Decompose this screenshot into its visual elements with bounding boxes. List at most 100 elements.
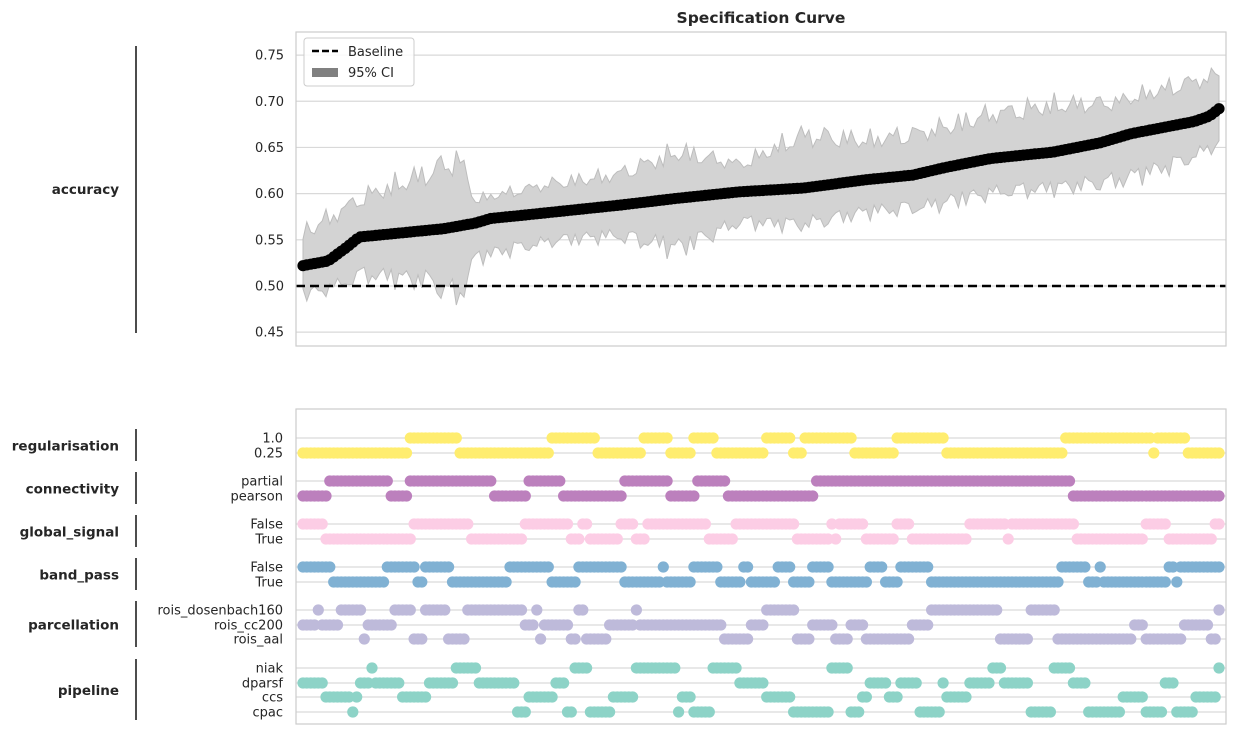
global_signal-indicator-dot	[561, 518, 574, 530]
regularisation-indicator-dot	[661, 432, 673, 444]
regularisation-indicator-dot	[634, 447, 646, 459]
pipeline-indicator-dot	[784, 691, 796, 703]
band_pass-indicator-dot	[1171, 576, 1183, 588]
accuracy-y-tick-label: 0.75	[255, 49, 284, 64]
parcellation-indicator-dot	[577, 604, 589, 616]
pipeline-indicator-dot	[960, 691, 972, 703]
pipeline-indicator-dot	[937, 677, 949, 689]
pipeline-indicator-dot	[604, 706, 616, 718]
band_pass-indicator-dot	[653, 576, 666, 588]
parcellation-indicator-dot	[331, 619, 344, 631]
regularisation-level-label: 0.25	[254, 447, 283, 462]
pipeline-indicator-dot	[910, 677, 922, 689]
pipeline-indicator-dot	[546, 691, 558, 703]
parcellation-indicator-dot	[857, 619, 869, 631]
band_pass-indicator-dot	[1159, 576, 1171, 588]
legend-baseline-label: Baseline	[348, 45, 403, 60]
band_pass-indicator-dot	[803, 576, 815, 588]
connectivity-indicator-dot	[807, 490, 819, 502]
pipeline-indicator-dot	[684, 691, 696, 703]
chart-title: Specification Curve	[677, 9, 846, 27]
global_signal-level-label: True	[254, 533, 283, 548]
parcellation-indicator-dot	[385, 619, 397, 631]
global_signal-indicator-dot	[887, 533, 899, 545]
global_signal-indicator-dot	[726, 533, 738, 545]
band_pass-indicator-dot	[922, 561, 934, 573]
pipeline-indicator-dot	[860, 691, 873, 703]
matrix-plot-frame	[295, 408, 1227, 725]
pipeline-indicator-dot	[669, 662, 681, 674]
pipeline-indicator-dot	[519, 706, 531, 718]
regularisation-group-label: regularisation	[12, 439, 119, 455]
matrix-labels: regularisation 1.00.25 connectivity partial…	[12, 429, 283, 721]
parcellation-indicator-dot	[788, 604, 800, 616]
parcellation-indicator-dot	[715, 619, 727, 631]
regularisation-indicator-dot	[1056, 447, 1068, 459]
band_pass-indicator-dot	[784, 561, 796, 573]
parcellation-indicator-dot	[1201, 619, 1214, 631]
parcellation-indicator-dot	[531, 604, 543, 616]
pipeline-indicator-dot	[581, 662, 593, 674]
band_pass-indicator-dot	[500, 576, 512, 588]
global_signal-indicator-dot	[830, 533, 842, 545]
pipeline-indicator-dot	[1044, 706, 1056, 718]
band_pass-indicator-dot	[443, 561, 455, 573]
parcellation-indicator-dot	[1048, 604, 1060, 616]
band_pass-indicator-dot	[1167, 561, 1179, 573]
pipeline-indicator-dot	[1113, 706, 1125, 718]
connectivity-indicator-dot	[688, 490, 700, 502]
parcellation-level-label: rois_aal	[234, 633, 283, 648]
parcellation-indicator-dot	[1209, 633, 1221, 645]
accuracy-y-tick-label: 0.45	[255, 326, 284, 341]
pipeline-indicator-dot	[393, 677, 405, 689]
global_signal-indicator-dot	[573, 533, 585, 545]
parcellation-indicator-dot	[535, 633, 547, 645]
pipeline-indicator-dot	[1021, 677, 1033, 689]
regularisation-indicator-dot	[400, 447, 413, 459]
pipeline-level-label: cpac	[252, 706, 283, 721]
parcellation-indicator-dot	[841, 633, 853, 645]
band_pass-indicator-dot	[1052, 576, 1064, 588]
pipeline-indicator-dot	[841, 662, 853, 674]
band_pass-indicator-dot	[324, 561, 336, 573]
accuracy-plot-frame	[295, 31, 1227, 347]
regularisation-indicator-dot	[707, 432, 719, 444]
specification-points	[297, 103, 1225, 272]
pipeline-indicator-dot	[994, 662, 1007, 674]
pipeline-indicator-dot	[420, 691, 432, 703]
pipeline-indicator-dot	[347, 706, 359, 718]
pipeline-indicator-dot	[1136, 691, 1148, 703]
connectivity-indicator-dot	[1063, 475, 1076, 487]
pipeline-indicator-dot	[730, 662, 742, 674]
parcellation-indicator-dot	[561, 619, 574, 631]
regularisation-indicator-dot	[937, 432, 949, 444]
global_signal-indicator-dot	[1159, 518, 1171, 530]
parcellation-indicator-dot	[991, 604, 1003, 616]
parcellation-indicator-dot	[416, 633, 428, 645]
connectivity-group-label: connectivity	[26, 482, 120, 498]
band_pass-indicator-dot	[1213, 561, 1225, 573]
global_signal-indicator-dot	[699, 518, 712, 530]
parcellation-indicator-dot	[630, 604, 643, 616]
global_signal-indicator-dot	[903, 518, 915, 530]
band_pass-indicator-dot	[822, 561, 834, 573]
specification-matrix-panel: regularisation 1.00.25 connectivity partial…	[12, 408, 1227, 725]
global_signal-indicator-dot	[788, 518, 800, 530]
parcellation-indicator-dot	[1021, 633, 1033, 645]
connectivity-indicator-dot	[615, 490, 627, 502]
parcellation-level-label: rois_cc200	[214, 619, 283, 634]
regularisation-indicator-dot	[450, 432, 462, 444]
specification-point	[1213, 103, 1225, 115]
regularisation-indicator-dot	[845, 432, 857, 444]
regularisation-indicator-dot	[795, 447, 807, 459]
parcellation-indicator-dot	[757, 619, 769, 631]
connectivity-indicator-dot	[485, 475, 497, 487]
regularisation-indicator-dot	[542, 447, 554, 459]
band_pass-level-label: False	[250, 561, 283, 576]
regularisation-indicator-dot	[757, 447, 769, 459]
pipeline-indicator-dot	[891, 691, 903, 703]
pipeline-indicator-dot	[853, 706, 865, 718]
regularisation-indicator-dot	[1213, 447, 1225, 459]
band_pass-indicator-dot	[569, 576, 581, 588]
connectivity-level-label: pearson	[230, 490, 283, 505]
